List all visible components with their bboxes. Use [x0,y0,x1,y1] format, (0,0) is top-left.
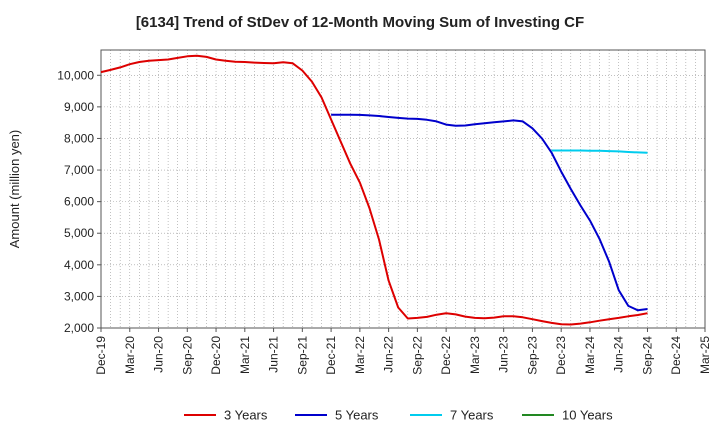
y-tick-label: 7,000 [64,163,94,177]
chart-title: [6134] Trend of StDev of 12-Month Moving… [135,14,585,31]
y-tick-label: 5,000 [64,226,94,240]
x-tick-label: Dec-20 [209,336,223,375]
x-tick-label: Dec-22 [439,336,453,375]
x-tick-label: Jun-22 [382,336,396,373]
x-tick-label: Mar-25 [698,336,712,374]
series-lines [100,54,648,326]
y-tick-labels: 2,000 3,000 4,000 5,000 6,000 7,000 8,000 9,000… [57,68,94,335]
x-tick-label: Dec-21 [324,336,338,375]
legend-label-10-years: 10 Years [562,408,613,423]
y-axis-label: Amount (million yen) [7,130,22,249]
x-tick-labels: Dec-19 Mar-20 Jun-20 Sep-20 Dec-20 Mar-21 Jun-… [94,336,712,375]
x-tick-label: Sep-20 [180,336,194,375]
y-tick-label: 6,000 [64,195,94,209]
x-tick-label: Sep-24 [640,336,654,375]
legend-label-5-years: 5 Years [335,408,379,423]
x-tick-label: Dec-23 [554,336,568,375]
x-tick-label: Mar-22 [353,336,367,374]
series-line-7-years [551,149,648,154]
x-tick-label: Jun-20 [152,336,166,373]
x-tick-label: Jun-23 [497,336,511,373]
x-tick-label: Dec-19 [94,336,108,375]
x-tick-label: Jun-24 [612,336,626,373]
plot-frame [100,49,706,329]
legend-label-3-years: 3 Years [224,408,268,423]
axis-ticks [97,74,706,332]
x-tick-label: Jun-21 [267,336,281,373]
series-line-5-years [331,113,648,312]
y-tick-label: 10,000 [57,68,94,82]
legend-label-7-years: 7 Years [450,408,494,423]
x-tick-label: Mar-24 [583,336,597,374]
legend: 3 Years 5 Years 7 Years 10 Years [184,408,613,423]
x-tick-label: Sep-23 [525,336,539,375]
series-line-3-years [100,54,648,326]
x-tick-label: Dec-24 [669,336,683,375]
gridlines [100,50,706,329]
x-tick-label: Mar-20 [123,336,137,374]
x-tick-label: Mar-21 [238,336,252,374]
y-tick-label: 4,000 [64,258,94,272]
y-tick-label: 2,000 [64,321,94,335]
y-tick-label: 3,000 [64,289,94,303]
x-tick-label: Mar-23 [468,336,482,374]
x-tick-label: Sep-21 [295,336,309,375]
y-tick-label: 8,000 [64,131,94,145]
y-tick-label: 9,000 [64,100,94,114]
x-tick-label: Sep-22 [410,336,424,375]
